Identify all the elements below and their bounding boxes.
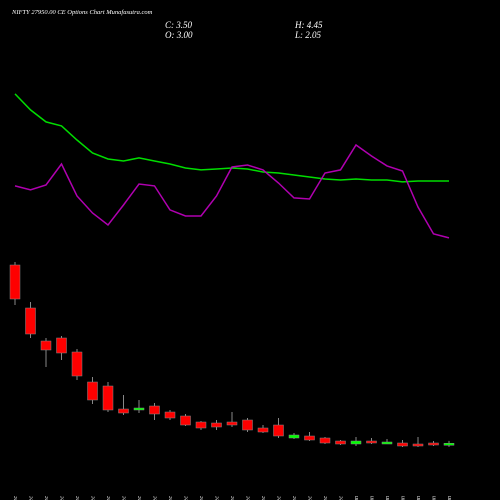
candle-body — [242, 419, 253, 431]
indicator-line — [14, 143, 450, 239]
x-tick-label: 24 Dec — [276, 496, 283, 500]
x-tick-label: 08 Dec — [91, 496, 97, 500]
candle-body — [350, 440, 362, 445]
x-tick-label: 03 Dec — [44, 496, 50, 500]
candle-body — [273, 424, 284, 437]
x-tick-label: 29 Dec — [308, 496, 314, 500]
x-tick-label: 12 Dec — [153, 496, 159, 500]
x-tick-label: 06 Jan — [401, 496, 407, 500]
candle-body — [226, 421, 238, 426]
candle-body — [118, 408, 129, 414]
candle-body — [366, 440, 377, 444]
candle-body — [257, 427, 269, 433]
candle-body — [397, 442, 408, 447]
candle-body — [133, 407, 145, 411]
candle-body — [288, 434, 300, 439]
stat: L: 2.05 — [294, 30, 322, 40]
candle-body — [71, 351, 83, 377]
x-tick-label: 01 Dec — [13, 496, 19, 500]
x-tick-label: 07 Jan — [416, 496, 422, 500]
candle-body — [40, 340, 52, 351]
x-tick-label: 30 Dec — [323, 496, 329, 500]
x-tick-label: 04 Dec — [59, 496, 66, 500]
candle-body — [195, 421, 207, 429]
candle-body — [164, 411, 176, 419]
x-tick-label: 08 Jan — [432, 496, 438, 500]
stat: C: 3.50 — [165, 20, 193, 30]
x-tick-label: 22 Dec — [246, 496, 252, 500]
candle-body — [87, 381, 98, 401]
candle-body — [211, 422, 222, 428]
x-tick-label: 09 Jan — [447, 496, 453, 500]
x-tick-label: 05 Dec — [75, 496, 81, 500]
candle-body — [25, 307, 36, 335]
x-tick-label: 15 Dec — [168, 496, 174, 500]
candle-body — [102, 385, 114, 411]
candle-body — [9, 264, 21, 300]
x-tick-label: 02 Dec — [29, 496, 35, 500]
candle-body — [304, 435, 315, 441]
candle-body — [381, 441, 393, 445]
candle-body — [428, 442, 439, 446]
stat: H: 4.45 — [294, 20, 323, 30]
x-tick-label: 05 Jan — [385, 496, 391, 500]
chart-title: NIFTY 27950.00 CE Options Chart Munafasu… — [11, 9, 153, 16]
x-tick-label: 11 Dec — [137, 496, 143, 500]
x-tick-label: 26 Dec — [292, 496, 298, 500]
x-tick-label: 01 Jan — [354, 496, 360, 500]
x-tick-label: 31 Dec — [339, 496, 345, 500]
indicator-line — [14, 93, 449, 183]
candle-body — [412, 443, 424, 447]
x-tick-label: 18 Dec — [215, 496, 221, 500]
x-tick-label: 02 Jan — [370, 496, 376, 500]
stat: O: 3.00 — [165, 30, 193, 40]
x-tick-label: 19 Dec — [230, 496, 236, 500]
x-tick-label: 17 Dec — [199, 496, 205, 500]
candle-body — [180, 415, 191, 426]
x-tick-label: 10 Dec — [122, 496, 128, 500]
x-tick-label: 16 Dec — [184, 496, 190, 500]
candle-body — [149, 405, 160, 415]
candle-body — [335, 440, 346, 445]
candle-body — [443, 443, 455, 446]
candle-body — [319, 437, 331, 444]
x-tick-label: 23 Dec — [261, 496, 267, 500]
x-tick-label: 09 Dec — [106, 496, 112, 500]
candle-body — [56, 337, 67, 354]
